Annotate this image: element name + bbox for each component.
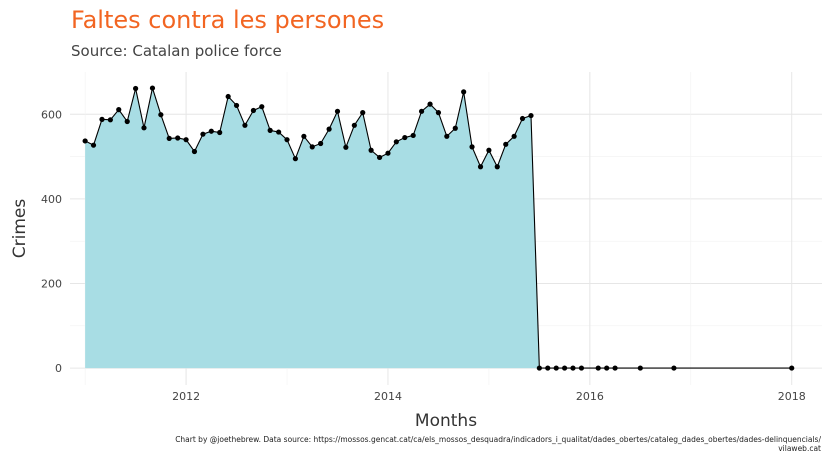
x-tick-label: 2012 <box>172 390 200 403</box>
x-axis-label: Months <box>415 411 477 431</box>
data-point <box>427 101 433 107</box>
chart-caption: Chart by @joethebrew. Data source: https… <box>175 435 821 453</box>
data-point <box>351 122 357 128</box>
data-point <box>553 365 559 371</box>
data-point <box>116 107 122 113</box>
data-point <box>486 147 492 153</box>
data-point <box>410 132 416 139</box>
data-point <box>562 365 568 371</box>
data-point <box>158 112 164 118</box>
data-point <box>326 126 332 132</box>
data-point <box>789 365 795 371</box>
chart-subtitle: Source: Catalan police force <box>71 42 282 60</box>
data-point <box>578 365 585 371</box>
data-point <box>149 85 156 91</box>
data-point <box>360 110 366 116</box>
data-point <box>217 129 223 136</box>
x-tick-label: 2016 <box>576 390 604 403</box>
data-point <box>301 133 307 139</box>
data-point <box>461 89 467 95</box>
caption-source: Chart by @joethebrew. Data source: https… <box>175 435 821 444</box>
data-point <box>225 93 231 100</box>
data-point <box>284 137 290 143</box>
data-point <box>267 127 273 133</box>
y-tick-labels: 0 200 400 600 <box>41 108 62 375</box>
data-point <box>452 125 458 131</box>
y-axis-label: Crimes <box>10 199 30 259</box>
data-point <box>570 365 576 371</box>
data-point <box>318 140 324 147</box>
data-point <box>242 122 248 128</box>
data-point <box>208 128 214 134</box>
data-point <box>385 150 391 156</box>
data-point <box>99 116 105 122</box>
data-point <box>528 112 534 119</box>
data-point <box>545 365 551 371</box>
data-point <box>444 133 450 139</box>
data-point <box>477 164 484 170</box>
y-tick-label: 600 <box>41 108 62 121</box>
data-point <box>107 117 113 123</box>
data-point <box>368 147 374 153</box>
data-point <box>435 110 442 116</box>
data-point <box>604 365 610 371</box>
data-point <box>175 135 181 141</box>
data-point <box>292 156 298 162</box>
data-point <box>334 108 341 114</box>
data-point <box>183 137 189 143</box>
data-point <box>519 115 526 122</box>
data-point <box>259 104 265 110</box>
data-point <box>503 141 509 147</box>
data-point <box>276 129 282 135</box>
data-point <box>671 365 677 371</box>
data-point <box>402 134 408 141</box>
data-point <box>393 139 399 145</box>
x-tick-labels: 2012 2014 2016 2018 <box>172 390 806 403</box>
y-tick-label: 400 <box>41 193 62 206</box>
chart-title: Faltes contra les persones <box>71 6 385 34</box>
data-point <box>191 148 198 155</box>
x-tick-label: 2014 <box>374 390 402 403</box>
data-point <box>376 154 383 161</box>
data-points <box>82 85 795 371</box>
data-point <box>536 365 542 371</box>
data-point <box>141 125 147 131</box>
data-point <box>250 107 257 114</box>
data-point <box>418 108 425 114</box>
data-point <box>233 102 240 109</box>
y-tick-label: 200 <box>41 277 62 290</box>
data-point <box>309 144 315 150</box>
data-point <box>595 365 601 371</box>
area-fill <box>85 88 540 369</box>
data-point <box>343 144 349 150</box>
x-tick-label: 2018 <box>778 390 806 403</box>
data-point <box>90 142 97 148</box>
data-point <box>637 365 643 371</box>
data-point <box>124 118 130 125</box>
data-point <box>82 138 88 144</box>
data-point <box>494 164 500 170</box>
data-point <box>133 85 139 92</box>
data-point <box>200 131 206 137</box>
caption-site: vilaweb.cat <box>778 444 821 453</box>
data-point <box>612 365 618 371</box>
data-point <box>469 144 475 150</box>
data-point <box>166 135 172 142</box>
data-point <box>511 133 517 139</box>
y-tick-label: 0 <box>55 362 62 375</box>
